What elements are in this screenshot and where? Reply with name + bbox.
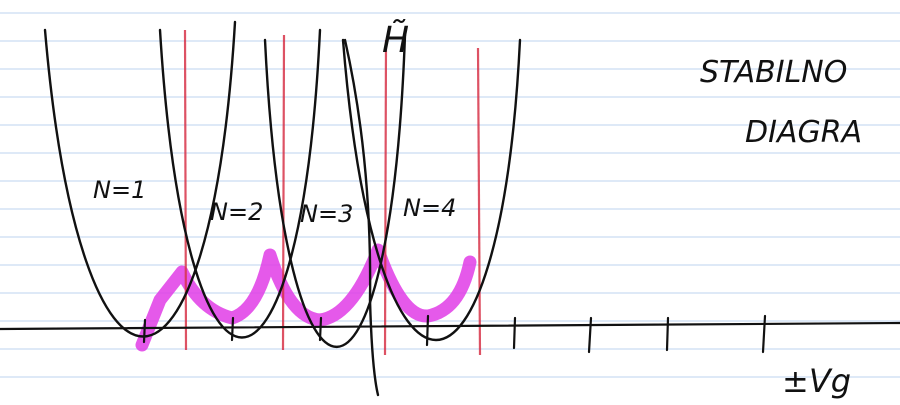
sketch: N=1 N=2 N=3 N=4 H̃ STABILNO DIAGRA ±Vg [0,0,900,405]
heading-line2: DIAGRA [745,115,862,150]
hamiltonian: H̃ [382,19,409,61]
label-n1: N=1 [93,176,146,204]
axis-label: ±Vg [782,362,851,400]
heading-line1: STABILNO [700,55,847,90]
tick [427,316,428,345]
tick [514,318,515,348]
label-n2: N=2 [210,198,263,226]
red-boundaries [185,30,480,355]
red-line [283,35,284,350]
tick [232,318,233,340]
parabola [160,30,320,338]
tick [667,318,668,350]
red-line [185,30,186,350]
red-line [385,40,386,355]
label-n4: N=4 [403,194,456,222]
red-line [478,48,480,355]
tick [320,318,321,340]
label-n3: N=3 [300,200,353,228]
tick [144,320,145,342]
tick [589,318,591,352]
stable-region [142,250,470,345]
